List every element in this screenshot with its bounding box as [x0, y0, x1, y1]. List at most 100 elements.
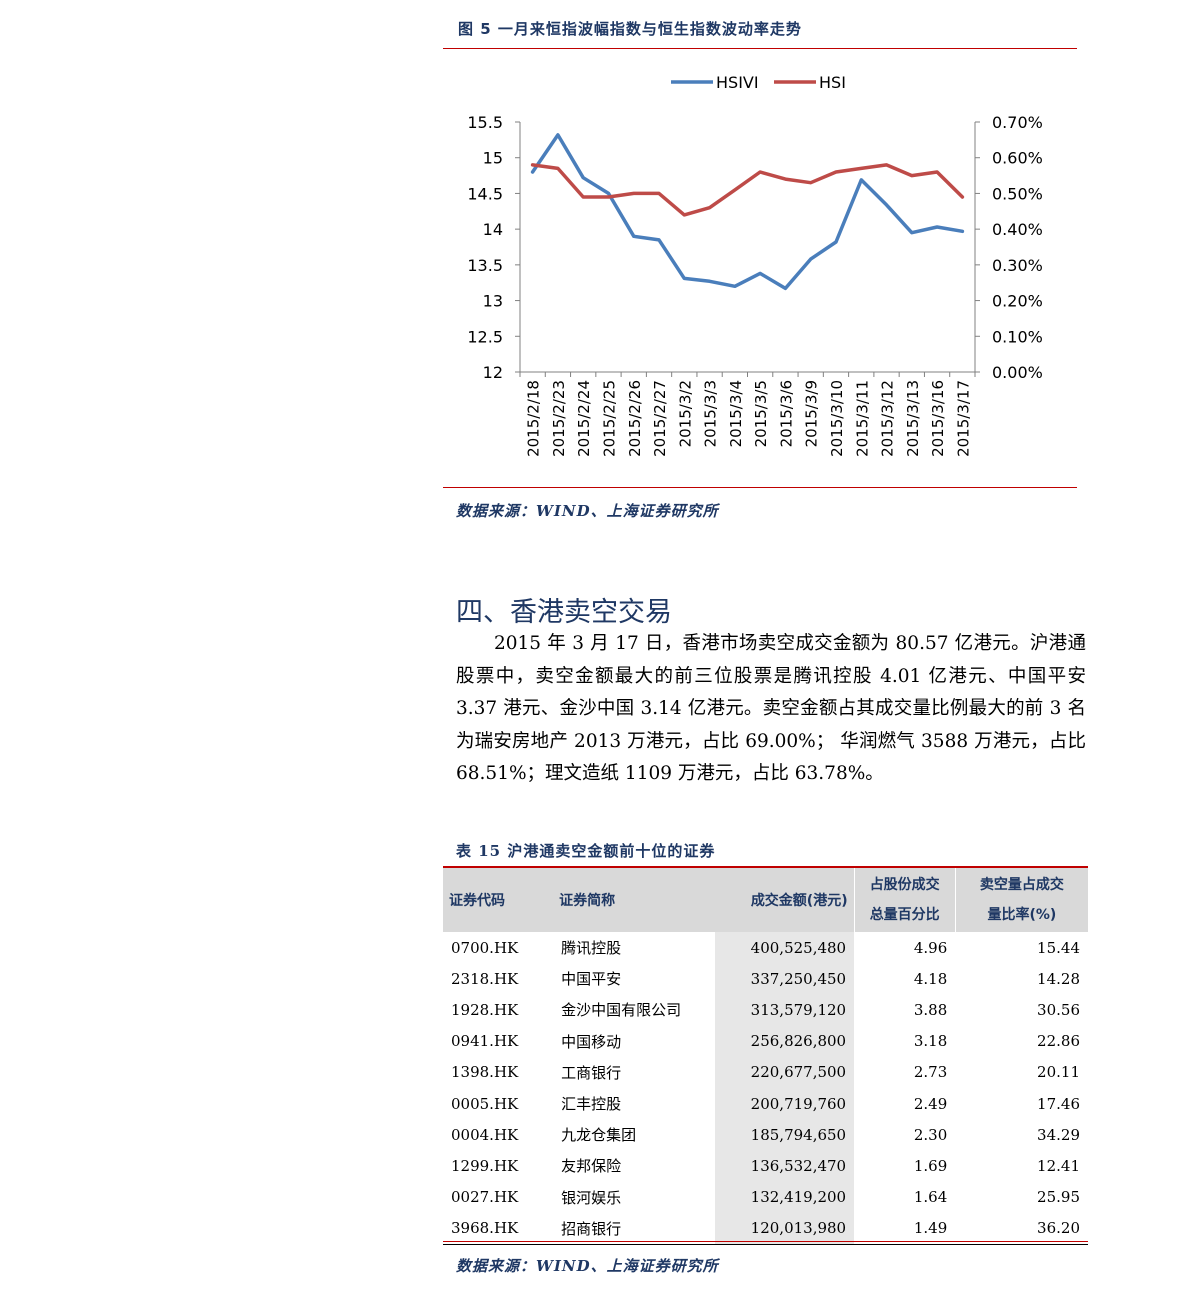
right-tick-label: 0.40%	[992, 220, 1043, 239]
cell-code: 2318.HK	[451, 969, 519, 988]
cell-code: 0027.HK	[451, 1188, 519, 1207]
cell-share-pct: 2.30	[913, 1125, 948, 1144]
x-tick-label: 2015/2/18	[525, 380, 543, 457]
cell-name: 招商银行	[553, 1212, 716, 1245]
legend-label-hsivi: HSIVI	[716, 73, 759, 92]
left-tick-label: 15.5	[467, 113, 503, 132]
series-line-hsivi	[530, 133, 965, 291]
header-share-pct: 占股份成交 总量百分比	[853, 866, 956, 932]
x-tick-label: 2015/3/4	[727, 380, 745, 447]
x-tick-label: 2015/3/2	[676, 380, 694, 447]
table-row: 0004.HK 九龙仓集团 185,794,650 2.30 34.29	[443, 1119, 1088, 1151]
series-line-hsi	[530, 163, 965, 217]
x-tick-label: 2015/3/11	[853, 380, 871, 457]
short-selling-table: 证券代码 证券简称 成交金额(港元) 占股份成交 总量百分比 卖空量占成交 量比…	[443, 866, 1088, 1245]
cell-name: 中国移动	[561, 1032, 622, 1051]
left-tick-label: 12.5	[467, 327, 503, 346]
cell-code: 0004.HK	[451, 1125, 519, 1144]
x-tick-label: 2015/3/10	[828, 380, 846, 457]
cell-share-pct: 4.96	[913, 938, 948, 957]
section-heading: 四、香港卖空交易	[456, 597, 672, 628]
table-row: 1299.HK 友邦保险 136,532,470 1.69 12.41	[443, 1150, 1088, 1182]
right-tick-label: 0.60%	[992, 149, 1043, 168]
cell-short-ratio: 14.28	[1037, 969, 1080, 988]
cell-amount: 313,579,120	[715, 994, 855, 1026]
cell-short-ratio: 20.11	[1037, 1063, 1080, 1082]
header-short-ratio-line2: 量比率(%)	[987, 907, 1057, 923]
table-bottom-rule	[443, 1241, 1088, 1242]
cell-amount: 200,719,760	[715, 1087, 855, 1120]
cell-amount: 185,794,650	[715, 1119, 855, 1151]
cell-amount: 136,532,470	[715, 1150, 855, 1182]
table-row: 0027.HK 银河娱乐 132,419,200 1.64 25.95	[443, 1181, 1088, 1213]
cell-share-pct: 4.18	[913, 969, 948, 988]
cell-code: 0700.HK	[451, 938, 519, 957]
x-tick-label: 2015/3/9	[803, 380, 821, 447]
cell-share-pct: 3.88	[913, 1000, 948, 1019]
figure-top-rule	[443, 48, 1077, 49]
right-tick-label: 0.50%	[992, 184, 1043, 203]
cell-code: 1928.HK	[451, 1000, 519, 1019]
cell-short-ratio: 12.41	[1037, 1156, 1080, 1175]
table-row: 0005.HK 汇丰控股 200,719,760 2.49 17.46	[443, 1087, 1088, 1120]
header-short-ratio: 卖空量占成交 量比率(%)	[954, 866, 1088, 932]
left-tick-label: 15	[483, 149, 503, 168]
cell-name: 友邦保险	[561, 1157, 622, 1176]
x-tick-label: 2015/2/26	[626, 380, 644, 457]
cell-share-pct: 3.18	[913, 1032, 948, 1051]
table-body: 0700.HK 腾讯控股 400,525,480 4.96 15.44 2318.HK 中国…	[443, 932, 1088, 1245]
left-tick-label: 13	[483, 292, 503, 311]
cell-short-ratio: 36.20	[955, 1212, 1088, 1245]
header-share-pct-line2: 总量百分比	[869, 907, 940, 923]
x-tick-label: 2015/2/25	[600, 380, 618, 457]
cell-amount: 400,525,480	[715, 932, 855, 964]
cell-name: 工商银行	[561, 1063, 622, 1082]
cell-code: 3968.HK	[443, 1212, 554, 1245]
cell-name: 腾讯控股	[561, 939, 622, 958]
x-tick-label: 2015/2/27	[651, 380, 669, 457]
legend-label-hsi: HSI	[819, 73, 846, 92]
section-paragraph: 2015 年 3 月 17 日，香港市场卖空成交金额为 80.57 亿港元。沪港…	[456, 628, 1086, 791]
right-tick-label: 0.00%	[992, 363, 1043, 382]
x-tick-label: 2015/3/12	[879, 380, 897, 457]
left-tick-label: 14	[483, 220, 503, 239]
cell-short-ratio: 25.95	[1037, 1188, 1080, 1207]
cell-name: 金沙中国有限公司	[561, 1001, 682, 1020]
x-tick-label: 2015/2/24	[575, 380, 593, 457]
right-tick-label: 0.10%	[992, 327, 1043, 346]
cell-amount: 132,419,200	[715, 1181, 855, 1213]
cell-name: 银河娱乐	[561, 1188, 622, 1207]
cell-short-ratio: 17.46	[1037, 1094, 1080, 1113]
table-row: 0700.HK 腾讯控股 400,525,480 4.96 15.44	[443, 932, 1088, 964]
table-row: 1928.HK 金沙中国有限公司 313,579,120 3.88 30.56	[443, 994, 1088, 1026]
right-tick-label: 0.20%	[992, 292, 1043, 311]
right-tick-label: 0.30%	[992, 256, 1043, 275]
header-name: 证券简称	[553, 866, 716, 932]
figure-bottom-rule	[443, 487, 1077, 488]
paragraph-text: 2015 年 3 月 17 日，香港市场卖空成交金额为 80.57 亿港元。沪港…	[456, 633, 1086, 785]
left-tick-label: 14.5	[467, 184, 503, 203]
cell-short-ratio: 22.86	[1037, 1032, 1080, 1051]
left-tick-label: 13.5	[467, 256, 503, 275]
figure-source: 数据来源：WIND、上海证券研究所	[456, 502, 719, 520]
table-row: 0941.HK 中国移动 256,826,800 3.18 22.86	[443, 1025, 1088, 1057]
cell-amount: 337,250,450	[715, 963, 855, 995]
cell-share-pct: 1.49	[854, 1212, 956, 1245]
cell-share-pct: 2.73	[913, 1063, 948, 1082]
table-source: 数据来源：WIND、上海证券研究所	[456, 1257, 719, 1275]
cell-amount: 220,677,500	[715, 1056, 855, 1088]
table-title: 表 15 沪港通卖空金额前十位的证券	[456, 842, 716, 860]
cell-short-ratio: 15.44	[1037, 938, 1080, 957]
header-amount: 成交金额(港元)	[715, 866, 855, 932]
cell-share-pct: 2.49	[913, 1094, 948, 1113]
left-tick-label: 12	[483, 363, 503, 382]
header-short-ratio-line1: 卖空量占成交	[979, 877, 1064, 893]
header-share-pct-line1: 占股份成交	[869, 877, 940, 893]
cell-short-ratio: 30.56	[1037, 1000, 1080, 1019]
volatility-line-chart: 15.5 15 14.5 14 13.5 13 12.5 12 0.70% 0.60% 0.50% 0…	[467, 73, 1043, 457]
table-row: 1398.HK 工商银行 220,677,500 2.73 20.11	[443, 1056, 1088, 1088]
x-tick-label: 2015/3/13	[904, 380, 922, 457]
figure-title: 图 5 一月来恒指波幅指数与恒生指数波动率走势	[458, 20, 802, 38]
cell-name: 中国平安	[561, 970, 622, 989]
cell-code: 0941.HK	[451, 1032, 519, 1051]
